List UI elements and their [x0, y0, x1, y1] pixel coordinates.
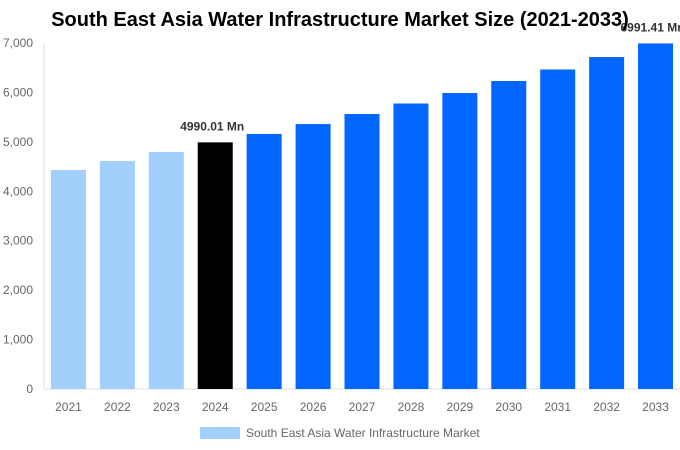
chart-title: South East Asia Water Infrastructure Mar… [51, 9, 629, 31]
x-tick-label: 2027 [349, 400, 376, 414]
bar-2023 [148, 151, 184, 389]
y-tick-label: 5,000 [3, 135, 33, 149]
y-tick-label: 0 [26, 382, 33, 396]
data-label-2024: 4990.01 Mn [180, 119, 244, 133]
data-label-2033: 6991.41 Mn [621, 20, 680, 34]
y-tick-label: 1,000 [3, 333, 33, 347]
bar-2026 [295, 124, 331, 389]
bar-2030 [491, 81, 527, 390]
x-tick-label: 2025 [251, 400, 278, 414]
y-tick-label: 2,000 [3, 283, 33, 297]
x-tick-label: 2030 [495, 400, 522, 414]
x-tick-label: 2028 [398, 400, 425, 414]
bar-2033 [638, 43, 674, 389]
bar-2025 [246, 133, 282, 389]
bar-2029 [442, 93, 478, 389]
bar-2032 [589, 57, 625, 389]
x-tick-label: 2033 [642, 400, 669, 414]
bar-2021 [50, 169, 86, 389]
bar-2028 [393, 103, 429, 389]
y-tick-label: 3,000 [3, 234, 33, 248]
y-tick-label: 7,000 [3, 36, 33, 50]
y-tick-label: 6,000 [3, 85, 33, 99]
y-tick-label: 4,000 [3, 184, 33, 198]
bar-2024 [197, 142, 233, 389]
legend-label: South East Asia Water Infrastructure Mar… [246, 426, 480, 440]
x-tick-label: 2021 [55, 400, 82, 414]
legend: South East Asia Water Infrastructure Mar… [200, 426, 480, 440]
bar-2027 [344, 114, 380, 389]
x-tick-label: 2029 [446, 400, 473, 414]
x-tick-label: 2026 [300, 400, 327, 414]
x-tick-label: 2022 [104, 400, 131, 414]
x-tick-label: 2031 [544, 400, 571, 414]
bar-2031 [540, 69, 576, 389]
x-tick-label: 2023 [153, 400, 180, 414]
bar-2022 [99, 160, 135, 389]
legend-swatch [200, 427, 240, 439]
x-tick-label: 2032 [593, 400, 620, 414]
x-tick-label: 2024 [202, 400, 229, 414]
